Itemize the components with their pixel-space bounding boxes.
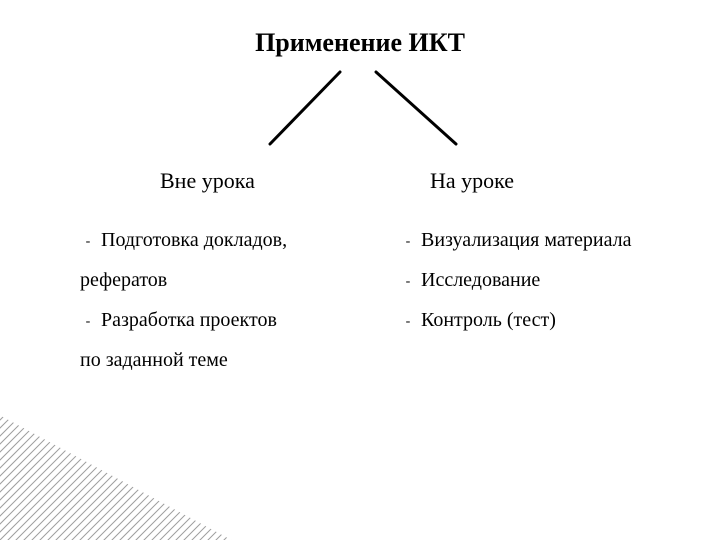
list-item-text: Разработка проектов по заданной теме: [80, 309, 277, 371]
item-list-right: - Визуализация материала- Исследование- …: [400, 220, 700, 340]
list-item: - Разработка проектов по заданной теме: [80, 300, 370, 380]
list-item-text: Контроль (тест): [416, 309, 556, 331]
list-item-text: Визуализация материала: [416, 229, 632, 251]
connector-lines: [0, 66, 720, 156]
list-item-text: Исследование: [416, 269, 540, 291]
connector-right: [376, 72, 456, 144]
item-list-left: - Подготовка докладов, рефератов- Разраб…: [80, 220, 370, 380]
connector-left: [270, 72, 340, 144]
bullet-dash: -: [400, 268, 416, 296]
list-item: - Контроль (тест): [400, 300, 700, 340]
list-item-text: Подготовка докладов, рефератов: [80, 229, 287, 291]
branch-label-right: На уроке: [430, 168, 514, 194]
branch-label-left: Вне урока: [160, 168, 255, 194]
bullet-dash: -: [400, 228, 416, 256]
list-item: - Подготовка докладов, рефератов: [80, 220, 370, 300]
corner-hatch-decoration: [0, 410, 250, 540]
bullet-dash: -: [400, 308, 416, 336]
bullet-dash: -: [80, 228, 96, 256]
list-item: - Исследование: [400, 260, 700, 300]
diagram-title: Применение ИКТ: [0, 28, 720, 58]
bullet-dash: -: [80, 308, 96, 336]
list-item: - Визуализация материала: [400, 220, 700, 260]
